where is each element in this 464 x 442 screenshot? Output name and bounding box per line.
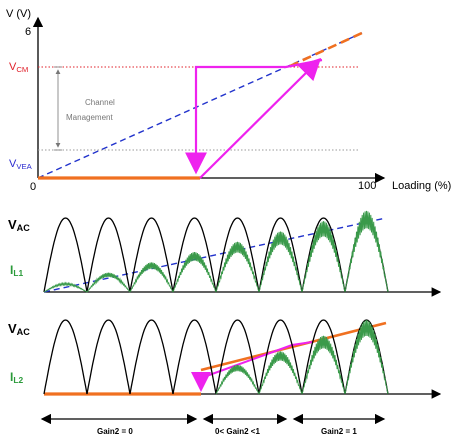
wave2-magenta-arrow <box>191 341 313 392</box>
waveform-2 <box>43 319 442 399</box>
region-label-gain1: Gain2 = 1 <box>321 427 357 436</box>
wave1-vac-hump <box>215 217 260 293</box>
origin-label: 0 <box>30 181 37 193</box>
wave1-current-ripple <box>258 231 303 293</box>
wave1-current-ripple <box>215 241 260 293</box>
wave1-vac-hump <box>258 217 303 293</box>
wave1-current-ripple <box>301 221 346 293</box>
wave2-vac-hump <box>129 319 174 395</box>
magenta-hysteresis-up <box>199 57 322 179</box>
il1-label: IL1 <box>10 263 24 278</box>
vac-label-1: VAC <box>8 217 30 233</box>
wave1-vac-hump <box>86 217 131 293</box>
wave2-vac-hump <box>86 319 131 395</box>
x-axis-label: Loading (%) <box>392 180 452 192</box>
y-top-tick: 6 <box>25 26 32 38</box>
wave1-vac-hump <box>172 217 217 293</box>
top-chart <box>32 16 386 184</box>
management-label: Management <box>66 113 113 122</box>
wave2-current-ripple <box>215 364 260 395</box>
wave1-vac-hump <box>344 217 389 293</box>
wave2-current-ripple <box>258 351 303 395</box>
vac-label-2: VAC <box>8 321 30 337</box>
wave2-vac-hump <box>301 319 346 395</box>
wave2-current-ripple <box>344 320 389 395</box>
wave1-vac-hump <box>43 217 88 293</box>
region-label-gain0: Gain2 = 0 <box>97 427 133 436</box>
wave2-vac-hump <box>215 319 260 395</box>
il2-label: IL2 <box>10 370 24 385</box>
y-axis-label: V (V) <box>6 8 32 20</box>
wave2-orange-envelope <box>200 321 387 372</box>
wave1-vac-hump <box>301 217 346 293</box>
channel-label: Channel <box>85 98 115 107</box>
wave2-vac-hump <box>258 319 303 395</box>
wave1-current-ripple <box>344 210 389 293</box>
wave2-current-ripple <box>301 335 346 395</box>
wave1-current-ripple <box>129 262 174 293</box>
x-end-tick: 100 <box>358 180 377 192</box>
region-label-gain-mid: 0< Gain2 <1 <box>215 427 260 436</box>
vcm-label: VCM <box>9 61 29 74</box>
wave2-vac-hump <box>43 319 88 395</box>
wave2-vac-hump <box>172 319 217 395</box>
wave1-current-ripple <box>172 252 217 293</box>
vvea-label: VVEA <box>9 158 32 171</box>
wave1-current-ripple <box>43 281 88 293</box>
wave1-current-ripple <box>86 272 131 293</box>
waveform-1 <box>43 210 442 297</box>
wave1-vac-hump <box>129 217 174 293</box>
